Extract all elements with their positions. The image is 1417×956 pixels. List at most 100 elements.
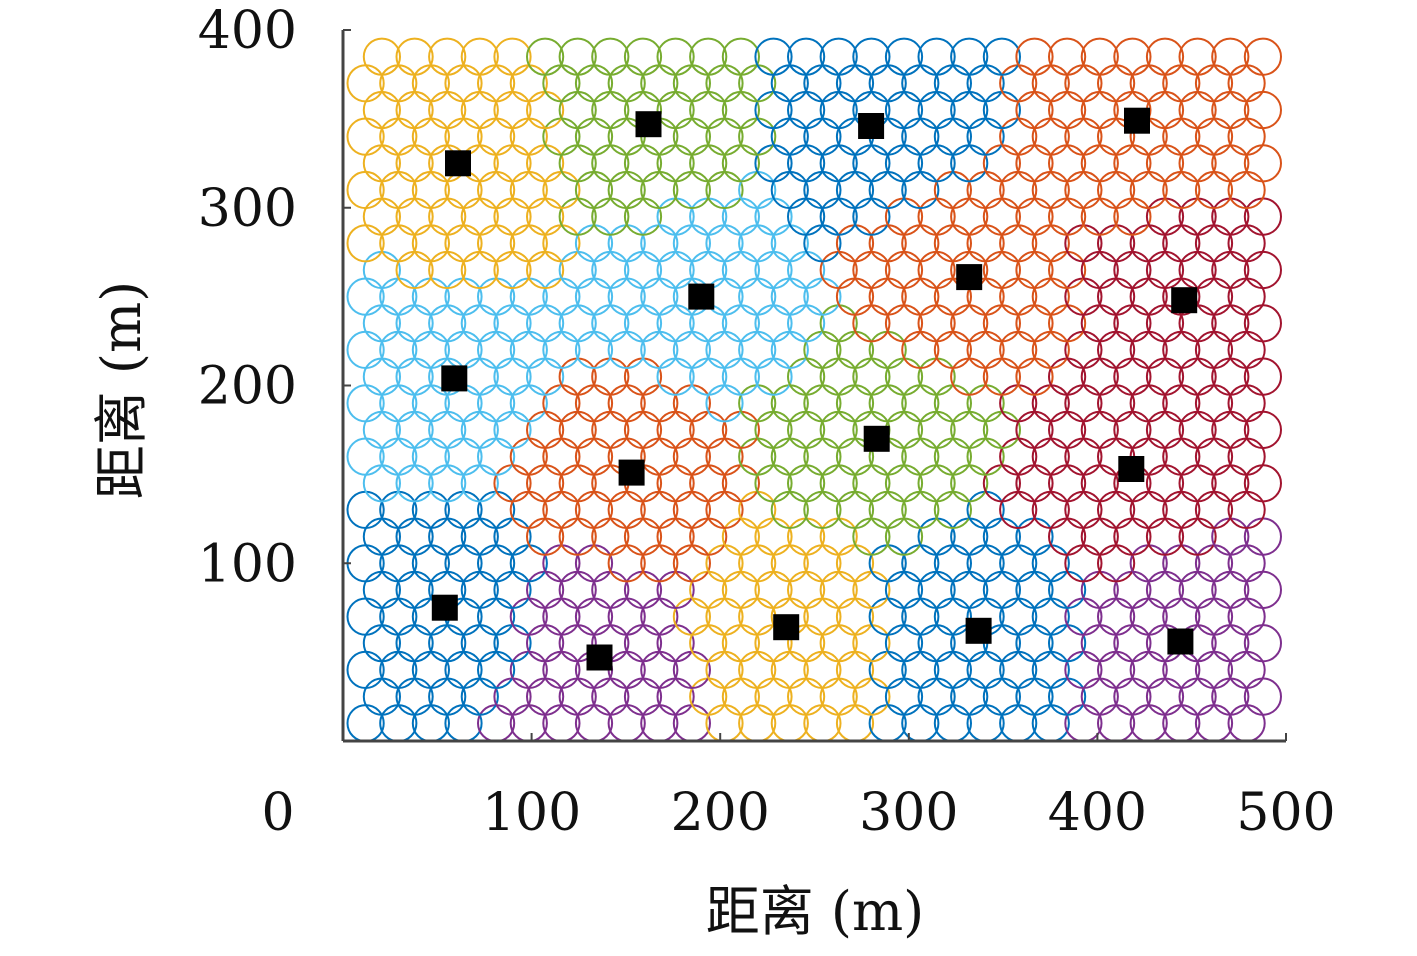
coverage-circle bbox=[819, 357, 858, 396]
coverage-circle bbox=[428, 197, 467, 236]
coverage-circle bbox=[591, 357, 630, 396]
coverage-circle bbox=[966, 650, 1005, 690]
coverage-circle bbox=[901, 650, 940, 690]
coverage-circle bbox=[982, 90, 1022, 130]
coverage-circle bbox=[542, 117, 581, 156]
coverage-circle bbox=[526, 410, 565, 449]
coverage-circle bbox=[460, 624, 499, 663]
coverage-circle bbox=[852, 197, 891, 236]
coverage-circle bbox=[950, 357, 989, 396]
coverage-circle bbox=[787, 144, 826, 183]
coverage-circle bbox=[558, 304, 597, 343]
coverage-circle bbox=[411, 490, 450, 529]
coverage-circle bbox=[1113, 357, 1152, 396]
coverage-circle bbox=[460, 464, 499, 503]
coverage-circle bbox=[395, 250, 434, 290]
coverage-circle bbox=[1064, 384, 1103, 423]
x-tick-label: 200 bbox=[671, 783, 770, 843]
coverage-circle bbox=[1015, 37, 1054, 76]
coverage-circle bbox=[738, 437, 777, 476]
coverage-circle bbox=[1129, 64, 1168, 103]
coverage-circle bbox=[444, 437, 483, 476]
coverage-circle bbox=[835, 64, 875, 103]
coverage-circle bbox=[346, 650, 385, 690]
coverage-circle bbox=[623, 144, 663, 183]
coverage-circle bbox=[1015, 197, 1054, 236]
coverage-circle bbox=[868, 224, 907, 263]
coverage-circle bbox=[1031, 224, 1070, 263]
coverage-circle bbox=[787, 677, 826, 716]
coverage-circle bbox=[1064, 490, 1103, 529]
coverage-circle bbox=[933, 224, 973, 263]
coverage-circle bbox=[444, 544, 483, 583]
coverage-circle bbox=[1080, 197, 1119, 236]
coverage-circle bbox=[787, 357, 826, 396]
coverage-circle bbox=[672, 330, 712, 369]
y-tick-label: 100 bbox=[198, 534, 297, 594]
coverage-circle bbox=[428, 90, 467, 130]
coverage-circle bbox=[705, 330, 744, 369]
coverage-circle bbox=[1015, 250, 1054, 290]
coverage-circle bbox=[754, 90, 793, 130]
coverage-circle bbox=[901, 437, 940, 476]
coverage-circle bbox=[477, 277, 516, 316]
coverage-circle bbox=[558, 570, 597, 610]
coverage-circle bbox=[901, 544, 940, 583]
coverage-circle bbox=[1064, 597, 1103, 636]
coverage-circle bbox=[1064, 650, 1103, 690]
coverage-circle bbox=[623, 624, 663, 663]
coverage-circle bbox=[526, 517, 565, 556]
coverage-circle bbox=[1113, 197, 1152, 236]
coverage-circle bbox=[982, 517, 1022, 556]
coverage-circle bbox=[411, 170, 450, 210]
coverage-circle bbox=[1031, 704, 1070, 743]
coverage-circle bbox=[1015, 570, 1054, 610]
coverage-circle bbox=[395, 624, 434, 663]
coverage-circle bbox=[444, 277, 483, 316]
coverage-circle bbox=[770, 704, 809, 743]
coverage-circle bbox=[1015, 357, 1054, 396]
coverage-circle bbox=[966, 544, 1005, 583]
coverage-circle bbox=[982, 357, 1022, 396]
coverage-circle bbox=[999, 64, 1038, 103]
coverage-circle bbox=[591, 197, 630, 236]
coverage-circle bbox=[672, 704, 712, 743]
coverage-circle bbox=[656, 357, 695, 396]
coverage-circle bbox=[379, 170, 418, 210]
coverage-circle bbox=[689, 144, 728, 183]
coverage-circle bbox=[1162, 704, 1201, 743]
coverage-circle bbox=[721, 517, 761, 556]
coverage-circle bbox=[933, 437, 973, 476]
coverage-circle bbox=[591, 570, 630, 610]
coverage-circle bbox=[444, 224, 483, 263]
coverage-circle bbox=[966, 170, 1005, 210]
coverage-circle bbox=[1064, 64, 1103, 103]
coverage-circle bbox=[672, 650, 712, 690]
coverage-circle bbox=[379, 384, 418, 423]
coverage-circle bbox=[917, 517, 956, 556]
coverage-circle bbox=[901, 277, 940, 316]
coverage-circle bbox=[1080, 677, 1119, 716]
coverage-circle bbox=[884, 464, 924, 503]
coverage-circle bbox=[770, 544, 809, 583]
coverage-circle bbox=[852, 517, 891, 556]
coverage-circle bbox=[884, 517, 924, 556]
coverage-circle bbox=[379, 330, 418, 369]
coverage-circle bbox=[362, 197, 401, 236]
coverage-circle bbox=[738, 224, 777, 263]
coverage-circle bbox=[1178, 90, 1217, 130]
coverage-circle bbox=[966, 704, 1005, 743]
coverage-circle bbox=[835, 544, 875, 583]
coverage-circle bbox=[1243, 357, 1283, 396]
cluster-head-marker bbox=[441, 365, 468, 392]
coverage-circle bbox=[770, 384, 809, 423]
coverage-circle bbox=[787, 570, 826, 610]
coverage-circle bbox=[444, 650, 483, 690]
coverage-circle bbox=[1194, 544, 1234, 583]
coverage-circle bbox=[623, 410, 663, 449]
coverage-circle bbox=[721, 197, 761, 236]
coverage-circle bbox=[591, 90, 630, 130]
coverage-circle bbox=[1243, 144, 1283, 183]
coverage-circle bbox=[819, 250, 858, 290]
